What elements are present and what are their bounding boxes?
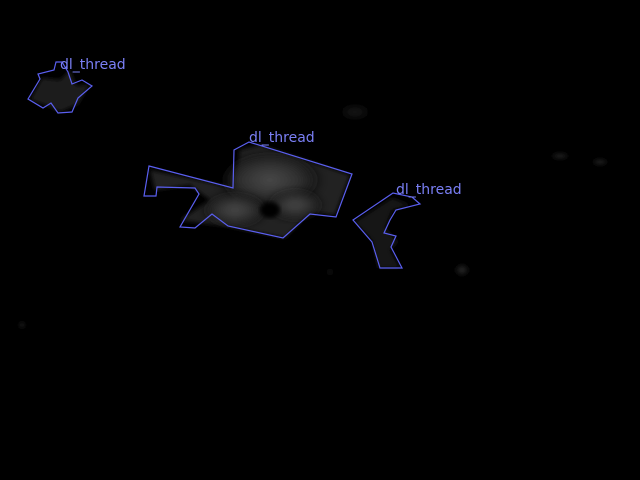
annotation-a1: dl_thread [27, 57, 126, 114]
annotation-a2: dl_thread [143, 130, 353, 239]
annotation-label: dl_thread [396, 182, 462, 198]
annotation-polygon [143, 141, 353, 239]
annotation-polygon [352, 192, 422, 269]
annotation-a3: dl_thread [352, 182, 462, 269]
annotation-label: dl_thread [249, 130, 315, 146]
annotation-label: dl_thread [60, 57, 126, 73]
image-content [17, 70, 612, 329]
annotation-polygon [27, 61, 94, 114]
